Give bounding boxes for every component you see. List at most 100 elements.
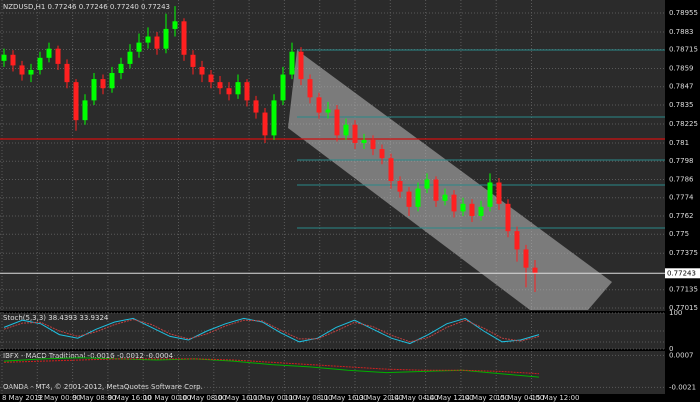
candle-body xyxy=(208,74,214,83)
fib-levels xyxy=(297,49,665,229)
x-tick-label: 10 May 00:00 xyxy=(143,394,191,402)
y-tick-label: 0.0007 xyxy=(669,351,694,359)
candle-body xyxy=(388,158,394,181)
candle-body xyxy=(64,63,70,83)
candle-body xyxy=(460,203,466,212)
candle-body xyxy=(199,66,205,75)
y-tick-label: 0.7798 xyxy=(669,157,694,165)
x-tick-label: 13 May 20:00 xyxy=(355,394,403,402)
candle-body xyxy=(451,194,457,212)
candle-body xyxy=(244,82,250,101)
candle-body xyxy=(118,63,124,74)
candle-body xyxy=(217,82,223,89)
candle-body xyxy=(127,51,133,64)
x-tick-label: 14 May 04:00 xyxy=(390,394,438,402)
candle-body xyxy=(136,42,142,52)
candle-body xyxy=(82,100,88,121)
candle-body xyxy=(109,73,115,89)
y-tick-label: 0.7774 xyxy=(669,194,694,202)
candle-body xyxy=(235,82,241,95)
candle-body xyxy=(442,194,448,201)
stoch-header: Stoch(5,3,3) 38.4393 33.9324 xyxy=(3,314,109,322)
x-tick-label: 14 May 20:00 xyxy=(461,394,509,402)
last-price-label: 0.77243 xyxy=(667,269,696,277)
candle-body xyxy=(343,124,349,136)
x-tick-label: 10 May 16:00 xyxy=(214,394,262,402)
candle-body xyxy=(190,54,196,67)
candle-body xyxy=(28,69,34,75)
candle-body xyxy=(73,82,79,121)
last-price-box xyxy=(665,268,700,279)
y-tick-label: 0.78955 xyxy=(669,9,698,17)
x-tick-label: 15 May 04:00 xyxy=(496,394,544,402)
candle-body xyxy=(496,182,502,204)
y-tick-label: 0 xyxy=(669,345,673,353)
x-tick-label: 8 May 2012 xyxy=(2,394,43,402)
macd-header: IBFX - MACD Traditional -0.0016 -0.0012 … xyxy=(3,352,174,360)
y-tick-label: 0.775 xyxy=(669,230,689,238)
candle-body xyxy=(46,48,52,58)
candle-body xyxy=(379,149,385,159)
candle-body xyxy=(469,203,475,216)
candle-body xyxy=(10,54,16,66)
y-tick-label: 0.7786 xyxy=(669,175,694,183)
indicator-line xyxy=(3,318,540,343)
x-tick-label: 14 May 12:00 xyxy=(426,394,474,402)
candle-body xyxy=(1,54,7,61)
indicator-line xyxy=(3,358,540,375)
indicator-line xyxy=(3,357,540,378)
candle-body xyxy=(280,74,286,101)
candle-body xyxy=(154,36,160,49)
regression-channel xyxy=(288,50,612,310)
candle-body xyxy=(352,124,358,143)
candle-body xyxy=(424,179,430,189)
candle-body xyxy=(271,100,277,136)
y-tick-label: -0.0021 xyxy=(669,383,696,391)
candle-body xyxy=(37,57,43,70)
y-tick-label: 0.7883 xyxy=(669,28,694,36)
x-tick-label: 11 May 00:00 xyxy=(249,394,297,402)
candle-body xyxy=(406,191,412,207)
candle-body xyxy=(433,179,439,201)
y-tick-label: 0.7762 xyxy=(669,212,694,220)
candle-body xyxy=(505,203,511,232)
y-tick-label: 0.78715 xyxy=(669,45,698,53)
x-tick-label: 15 May 12:00 xyxy=(532,394,580,402)
candle-body xyxy=(91,79,97,101)
y-tick-label: 0.781 xyxy=(669,139,689,147)
candle-body xyxy=(262,112,268,136)
x-tick-label: 10 May 08:00 xyxy=(179,394,227,402)
candle-body xyxy=(307,79,313,98)
y-tick-label: 0.77015 xyxy=(669,304,698,312)
candle-body xyxy=(334,109,340,136)
y-tick-label: 0.78225 xyxy=(669,120,698,128)
symbol-header: NZDUSD,H1 0.77246 0.77246 0.77240 0.7724… xyxy=(3,3,170,11)
candle-body xyxy=(370,139,376,150)
candle-body xyxy=(289,51,295,75)
y-tick-label: 0.7859 xyxy=(669,64,694,72)
candle-body xyxy=(163,28,169,49)
candle-body xyxy=(523,249,529,268)
stoch-pane xyxy=(0,313,665,349)
candle-body xyxy=(415,188,421,207)
candle-body xyxy=(145,36,151,43)
candle-body xyxy=(253,100,259,113)
x-tick-label: 9 May 00:00 xyxy=(37,394,81,402)
y-tick-label: 100 xyxy=(669,309,682,317)
candle-body xyxy=(478,206,484,216)
x-tick-label: 9 May 16:00 xyxy=(108,394,152,402)
candle-body xyxy=(361,139,367,143)
candle-body xyxy=(514,231,520,250)
y-tick-label: 0.77375 xyxy=(669,249,698,257)
y-tick-label: 0.7835 xyxy=(669,101,694,109)
candle-body xyxy=(316,97,322,113)
x-tick-label: 11 May 16:00 xyxy=(320,394,368,402)
candle-body xyxy=(226,88,232,95)
candle-body xyxy=(487,182,493,207)
candle-body xyxy=(325,109,331,113)
candle-body xyxy=(532,267,538,274)
candle-body xyxy=(100,79,106,89)
candle-body xyxy=(181,21,187,55)
candle-body xyxy=(55,48,61,64)
